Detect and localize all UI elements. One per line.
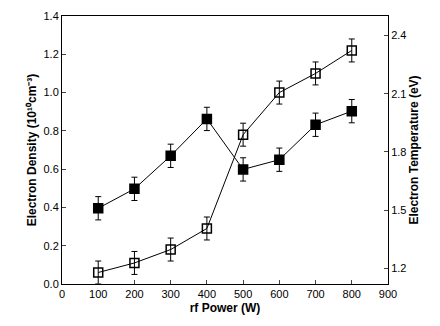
svg-text:300: 300	[161, 288, 179, 300]
svg-text:0: 0	[59, 288, 65, 300]
svg-text:0.8: 0.8	[44, 125, 59, 137]
svg-text:100: 100	[89, 288, 107, 300]
svg-text:600: 600	[270, 288, 288, 300]
svg-text:1.0: 1.0	[44, 86, 59, 98]
svg-text:1.2: 1.2	[391, 262, 406, 274]
svg-text:200: 200	[125, 288, 143, 300]
svg-text:0.2: 0.2	[44, 240, 59, 252]
svg-text:900: 900	[379, 288, 397, 300]
svg-text:2.1: 2.1	[391, 88, 406, 100]
svg-text:1.8: 1.8	[391, 146, 406, 158]
svg-text:500: 500	[234, 288, 252, 300]
svg-text:2.4: 2.4	[391, 29, 406, 41]
svg-text:1.2: 1.2	[44, 48, 59, 60]
svg-text:rf Power (W): rf Power (W)	[190, 301, 261, 315]
svg-text:800: 800	[343, 288, 361, 300]
svg-text:Electron Temperature (eV): Electron Temperature (eV)	[407, 75, 421, 224]
svg-text:Electron Density (10¹⁰cm⁻³): Electron Density (10¹⁰cm⁻³)	[25, 74, 39, 227]
svg-text:700: 700	[306, 288, 324, 300]
svg-text:400: 400	[198, 288, 216, 300]
svg-text:0.4: 0.4	[44, 201, 59, 213]
svg-text:0.6: 0.6	[44, 163, 59, 175]
svg-text:1.4: 1.4	[44, 10, 59, 22]
svg-text:0.0: 0.0	[44, 278, 59, 290]
svg-text:1.5: 1.5	[391, 204, 406, 216]
